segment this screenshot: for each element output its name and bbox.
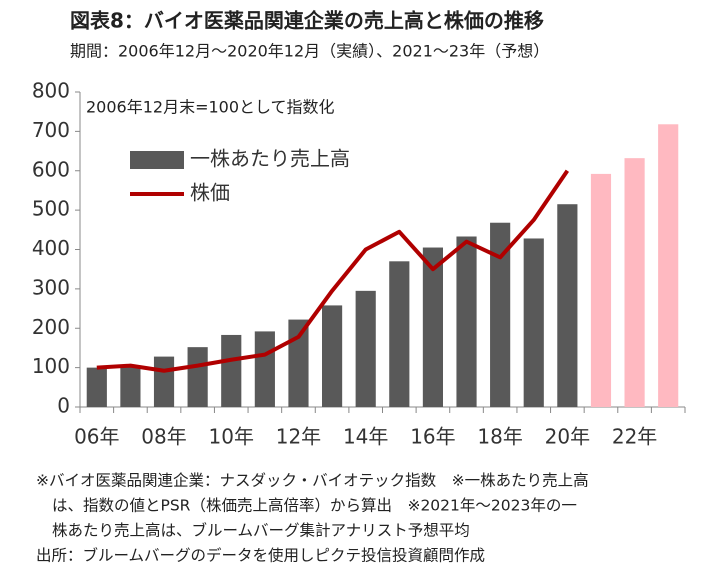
bar [254,331,275,407]
bar [557,204,578,407]
note: ※バイオ医薬品関連企業：ナスダック・バイオテック指数 ※一株あたり売上高 [36,472,589,490]
bar [624,158,645,407]
chart-subtitle: 期間：2006年12月～2020年12月（実績）、2021～23年（予想） [70,42,549,61]
note: は、指数の値とPSR（株価売上高倍率）から算出 ※2021年～2023年の一 [52,496,577,515]
bar [221,334,242,407]
x-tick-label: 12年 [276,425,321,449]
y-tick-label: 200 [32,315,70,339]
bar [288,319,309,407]
bar [120,365,141,407]
bar [590,173,612,407]
chart-title: 図表8：バイオ医薬品関連企業の売上高と株価の推移 [70,9,544,33]
y-tick-label: 0 [57,394,70,418]
bar [490,222,511,407]
annotation: 2006年12月末=100として指数化 [86,98,335,117]
x-tick-label: 18年 [477,425,522,449]
x-tick-label: 06年 [74,425,119,449]
bar [422,247,443,407]
note: 出所：ブルームバーグのデータを使用しピクテ投信投資顧問作成 [36,546,485,565]
bar [86,367,107,407]
note: 株あたり売上高は、ブルームバーグ集計アナリスト予想平均 [52,521,470,540]
x-tick-label: 08年 [141,425,186,449]
y-tick-label: 800 [32,79,70,103]
y-tick-label: 500 [32,197,70,221]
bar [389,261,410,407]
bar [187,347,208,407]
legend-swatch [130,151,184,169]
bar [658,124,679,407]
x-tick-label: 16年 [410,425,455,449]
y-tick-label: 600 [32,157,70,181]
y-tick-label: 400 [32,236,70,260]
x-tick-label: 10年 [209,425,254,449]
bar [456,236,477,407]
bar [355,290,376,407]
y-tick-label: 300 [32,275,70,299]
legend-label: 株価 [190,181,230,205]
bar [322,305,343,407]
y-tick-label: 100 [32,354,70,378]
x-tick-label: 14年 [343,425,388,449]
legend-label: 一株あたり売上高 [190,147,350,171]
x-tick-label: 20年 [545,425,590,449]
line [96,169,570,373]
bar [523,238,544,407]
bar [153,356,175,407]
y-tick-label: 700 [32,118,70,142]
x-tick-label: 22年 [612,425,657,449]
